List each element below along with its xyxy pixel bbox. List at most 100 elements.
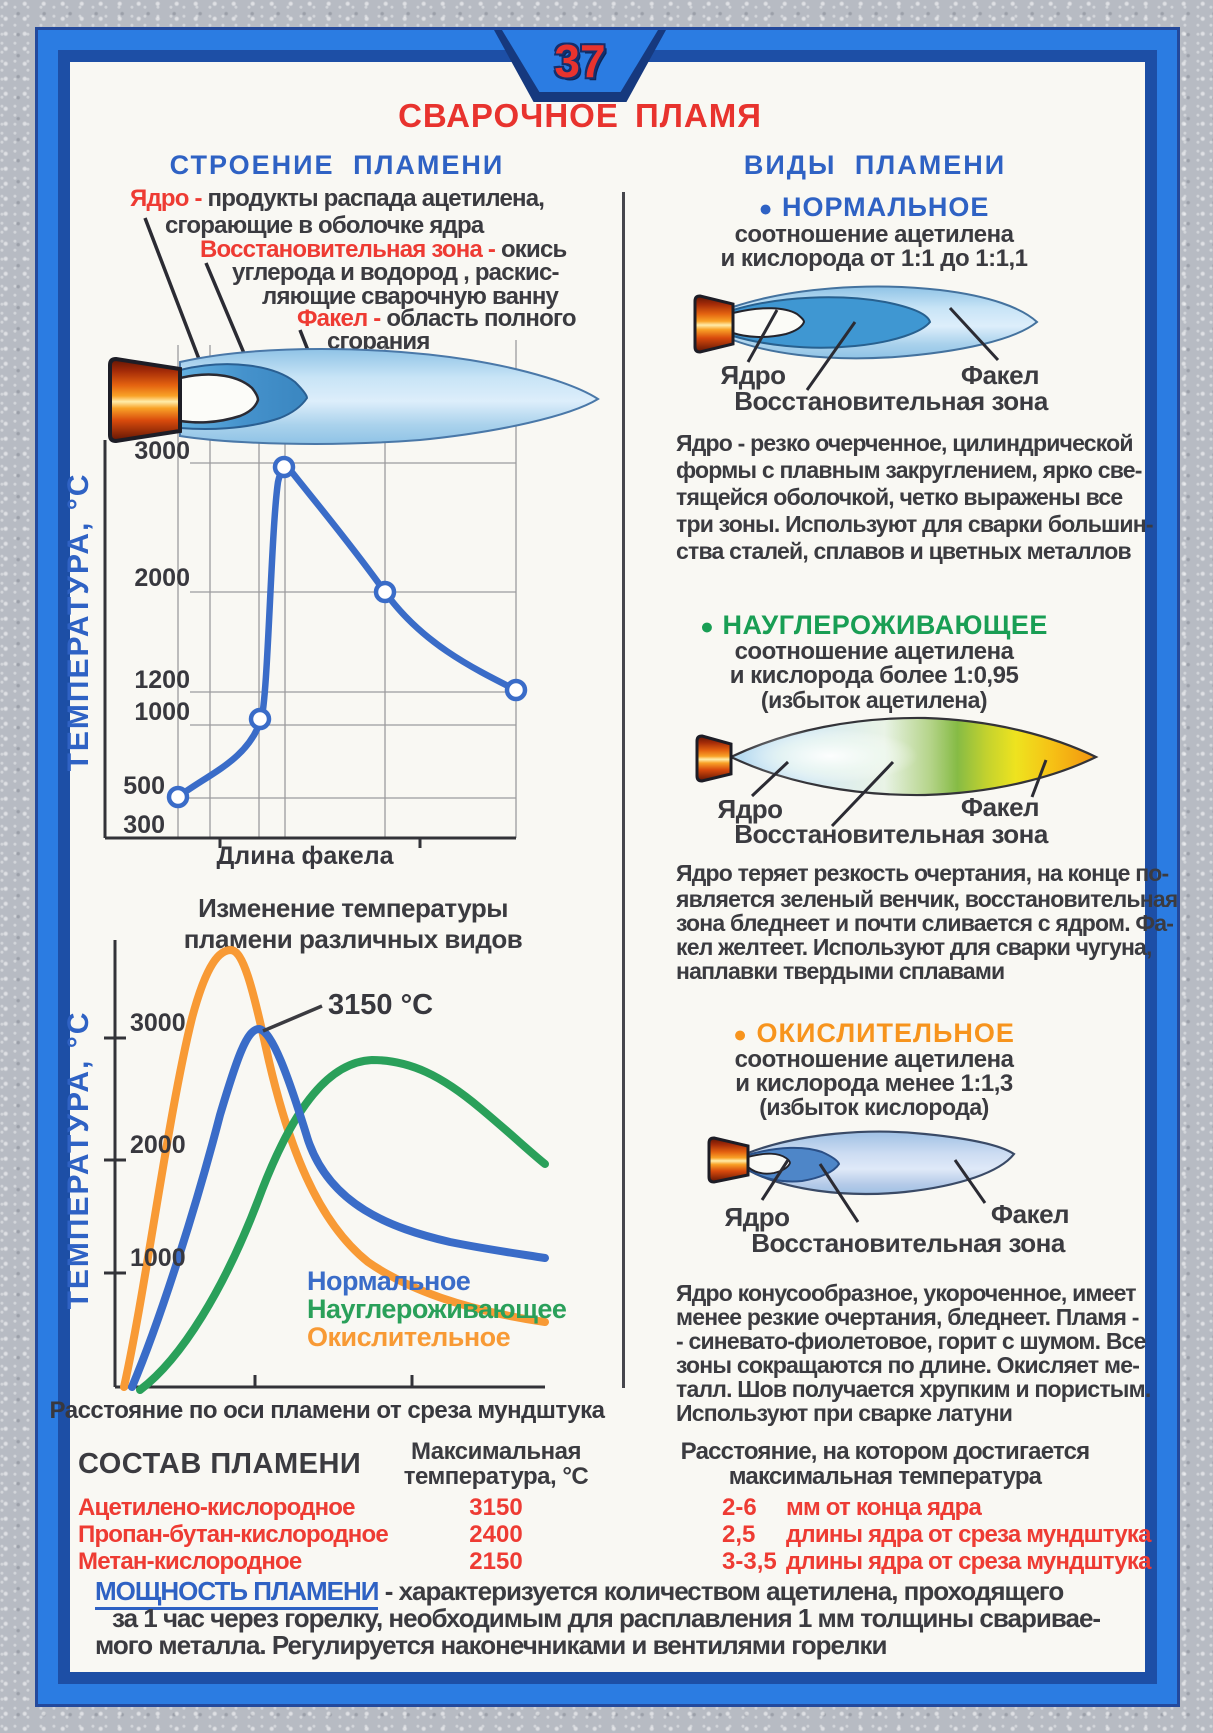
- definition-line: сгорающие в оболочке ядра: [165, 212, 484, 239]
- definition-line: Восстановительная зона - окись: [200, 236, 567, 263]
- bullet-icon: ●: [733, 1021, 748, 1047]
- section-oxidizing-sub2: и кислорода менее 1:1,3: [735, 1070, 1013, 1097]
- oxidizing-desc-2: менее резкие очертания, бледнеет. Пламя …: [676, 1304, 1139, 1330]
- section-oxidizing-title-text: ОКИСЛИТЕЛЬНОЕ: [756, 1018, 1015, 1048]
- oxidizing-desc-3: - синевато-фиолетовое, горит с шумом. Вс…: [676, 1328, 1146, 1354]
- term-torch: Факел -: [297, 305, 381, 332]
- oxidizing-flame-diagram: Ядро Факел Восстановительная зона: [707, 1130, 1070, 1258]
- section-carburizing-title-text: НАУГЛЕРОЖИВАЮЩЕЕ: [722, 610, 1048, 640]
- power-term: МОЩНОСТЬ ПЛАМЕНИ: [95, 1576, 379, 1610]
- annotation-pointer-line: [262, 1004, 323, 1033]
- temperature-comparison-chart: 3150 °С 3000 2000 1000 Нормальное Наугле…: [50, 940, 606, 1424]
- section-normal-title: ● НОРМАЛЬНОЕ: [628, 192, 1120, 223]
- legend-carburizing: Науглероживающее: [307, 1294, 567, 1324]
- page-title: СВАРОЧНОЕ ПЛАМЯ: [398, 97, 762, 134]
- oxidizing-desc-5: талл. Шов получается хрупким и пористым.: [676, 1376, 1151, 1402]
- normal-desc-4: три зоны. Используют для сварки большин-: [676, 511, 1154, 537]
- oxidizing-core-label: Ядро: [725, 1202, 790, 1232]
- table-row-temp: 2400: [469, 1521, 523, 1548]
- table-row-name: Метан-кислородное: [78, 1548, 302, 1575]
- structure-header: СТРОЕНИЕ ПЛАМЕНИ: [169, 150, 505, 180]
- chart1-ytick-500: 500: [123, 772, 165, 800]
- chart1-ytick-300: 300: [123, 811, 165, 839]
- flame-core-zone: [178, 373, 260, 424]
- oxidizing-desc-4: зоны сокращаются по длине. Окисляет ме-: [676, 1352, 1140, 1378]
- dist-col-header-1: Расстояние, на котором достигается: [680, 1438, 1090, 1465]
- flame-torch-zone: [179, 348, 600, 445]
- carburizing-core-label: Ядро: [718, 794, 783, 824]
- chart1-ytick-3000: 3000: [134, 437, 190, 465]
- definition-line: ляющие сварочную ванну: [262, 283, 559, 310]
- table-row-name: Пропан-бутан-кислородное: [78, 1521, 389, 1548]
- carburizing-core-glow: [742, 729, 918, 783]
- oxidizing-pointer-lines: [760, 1159, 987, 1223]
- power-line-1: МОЩНОСТЬ ПЛАМЕНИ - характеризуется колич…: [95, 1576, 1065, 1610]
- chart1-axes: [103, 440, 516, 848]
- table-row-dist-unit: длины ядра от среза мундштука: [786, 1521, 1151, 1548]
- bullet-icon: ●: [700, 613, 715, 639]
- pointer-core: [143, 217, 209, 381]
- chart1-ytick-2000: 2000: [134, 564, 190, 592]
- section-carburizing-sub1: соотношение ацетилена: [734, 638, 1014, 665]
- section-normal-sub1: соотношение ацетилена: [734, 221, 1014, 248]
- power-line-3: мого металла. Регулируется наконечниками…: [95, 1630, 887, 1660]
- normal-desc-2: формы с плавным закруглением, ярко све-: [676, 457, 1142, 483]
- table-row-dist: 2,5: [722, 1521, 756, 1548]
- section-carburizing-title: ● НАУГЛЕРОЖИВАЮЩЕЕ: [628, 610, 1120, 641]
- flame-structure-diagram: 3000 2000 1200 1000 500 300 Длина факела…: [62, 217, 600, 870]
- chart2-title-line1: Изменение температуры: [198, 893, 508, 923]
- table-row-dist: 3-3,5: [722, 1548, 777, 1575]
- carburizing-desc-4: кел желтеет. Используют для сварки чугун…: [676, 934, 1152, 960]
- table-row-dist-unit: мм от конца ядра: [786, 1494, 982, 1521]
- chart2-normal-curve: [128, 1024, 549, 1391]
- carburizing-pointer-lines: [750, 759, 1048, 828]
- table-row-dist: 2-6: [722, 1494, 757, 1521]
- normal-nozzle: [693, 294, 735, 354]
- definition-line: Ядро - продукты распада ацетилена,: [130, 185, 545, 212]
- term-zone: Восстановительная зона -: [200, 236, 496, 263]
- term-core: Ядро -: [130, 185, 202, 212]
- section-oxidizing-sub1: соотношение ацетилена: [734, 1046, 1014, 1073]
- power-text-1: - характеризуется количеством ацетилена,…: [384, 1576, 1065, 1606]
- oxidizing-desc-6: Используют при сварке латуни: [676, 1400, 1013, 1426]
- temp-col-header-2: температура, °С: [403, 1463, 589, 1490]
- carburizing-desc-1: Ядро теряет резкость очертания, на конце…: [676, 860, 1169, 886]
- table-row-name: Ацетилено-кислородное: [78, 1494, 356, 1521]
- carburizing-zone-label: Восстановительная зона: [734, 819, 1049, 849]
- chart2-ytick-3000: 3000: [130, 1009, 186, 1037]
- definition-line: углерода и водород , раскис-: [232, 259, 559, 286]
- chart1-ylabel: ТЕМПЕРАТУРА, °С: [62, 473, 95, 772]
- table-row-dist-unit: длины ядра от среза мундштука: [786, 1548, 1151, 1575]
- legend-oxidizing: Окислительное: [307, 1322, 511, 1352]
- chart2-ytick-1000: 1000: [130, 1244, 186, 1272]
- term-core-text: продукты распада ацетилена,: [207, 185, 545, 212]
- carburizing-nozzle: [695, 734, 733, 783]
- section-oxidizing-title: ● ОКИСЛИТЕЛЬНОЕ: [628, 1018, 1120, 1049]
- chart2-carburizing-curve: [136, 1055, 549, 1394]
- normal-desc-3: тящейся оболочкой, четко выражены все: [676, 484, 1123, 510]
- oxidizing-nozzle: [707, 1136, 750, 1184]
- carburizing-torch-label: Факел: [961, 792, 1039, 822]
- table-row-temp: 3150: [469, 1494, 523, 1521]
- chart1-ytick-1000: 1000: [134, 698, 190, 726]
- normal-zone-label: Восстановительная зона: [734, 386, 1049, 416]
- bullet-icon: ●: [758, 195, 774, 221]
- term-zone-text: окись: [500, 236, 567, 263]
- oxidizing-zone-label: Восстановительная зона: [751, 1228, 1066, 1258]
- chart2-xlabel: Расстояние по оси пламени от среза мундш…: [50, 1397, 606, 1424]
- normal-desc-1: Ядро - резко очерченное, цилиндрической: [676, 430, 1134, 456]
- section-oxidizing-note: (избыток кислорода): [759, 1094, 989, 1120]
- normal-core-label: Ядро: [721, 360, 786, 390]
- chart2-title-line2: пламени различных видов: [183, 924, 523, 954]
- torch-nozzle: [108, 356, 182, 444]
- section-normal-sub2: и кислорода от 1:1 до 1:1,1: [720, 245, 1028, 272]
- power-line-2: за 1 час через горелку, необходимым для …: [112, 1603, 1101, 1633]
- carburizing-desc-3: зона бледнеет и почти сливается с ядром.…: [676, 910, 1174, 936]
- table-row-temp: 2150: [469, 1548, 523, 1575]
- definition-line: Факел - область полного: [297, 306, 576, 332]
- carburizing-desc-5: наплавки твердыми сплавами: [676, 958, 1005, 984]
- section-carburizing-note: (избыток ацетилена): [760, 687, 988, 713]
- chart2-ylabel: ТЕМПЕРАТУРА, °С: [62, 1011, 95, 1310]
- normal-flame-diagram: Ядро Факел Восстановительная зона: [693, 285, 1049, 416]
- oxidizing-torch-label: Факел: [991, 1199, 1069, 1229]
